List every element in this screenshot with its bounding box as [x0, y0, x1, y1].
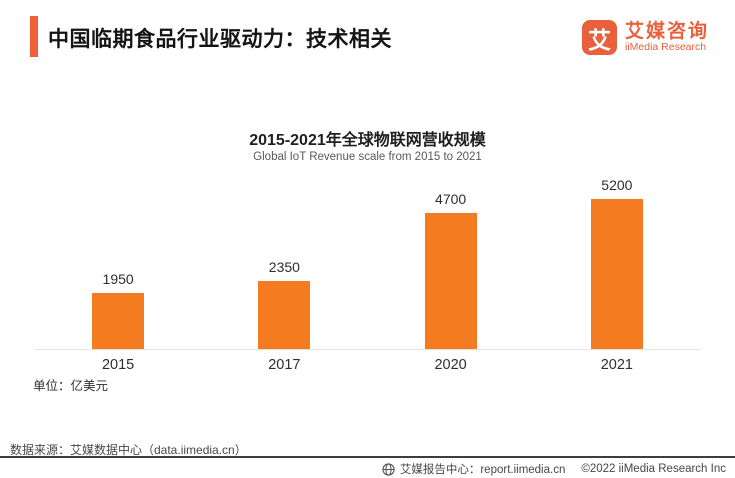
chart-title: 2015-2021年全球物联网营收规模	[249, 132, 486, 149]
x-axis-tick-label: 2020	[434, 357, 467, 373]
bar	[590, 199, 643, 349]
bar-column: 2350	[201, 259, 367, 349]
bar	[92, 293, 145, 349]
report-center-link[interactable]: 艾媒报告中心：report.iimedia.cn	[399, 464, 566, 476]
bar	[258, 281, 311, 349]
footer-info: 艾媒报告中心：report.iimedia.cn ©2022 iiMedia R…	[382, 461, 726, 477]
footer-divider	[0, 456, 735, 458]
x-axis-tick-label: 2017	[268, 357, 301, 373]
x-axis-tick-label: 2021	[600, 357, 633, 373]
bar-value-label: 5200	[601, 177, 633, 193]
bar-value-label: 1950	[102, 271, 134, 287]
plot-area: 1950 2350 4700 5200	[35, 168, 700, 350]
title-accent-bar	[30, 16, 38, 57]
bar-value-label: 2350	[268, 259, 300, 275]
unit-label: 单位：亿美元	[33, 379, 109, 393]
data-source-note: 数据来源：艾媒数据中心（data.iimedia.cn）	[10, 443, 247, 457]
logo-name-en: iiMedia Research	[624, 40, 707, 53]
bar-column: 5200	[534, 177, 700, 349]
logo-name-cn: 艾媒咨询	[624, 21, 709, 43]
iimedia-logo: 艾 艾媒咨询 iiMedia Research	[581, 20, 709, 55]
x-axis-labels: 2015 2017 2020 2021	[35, 357, 700, 373]
iimedia-logo-text: 艾媒咨询 iiMedia Research	[625, 22, 709, 53]
globe-icon	[382, 462, 395, 476]
page-title: 中国临期食品行业驱动力：技术相关	[48, 28, 392, 51]
bar	[424, 213, 477, 349]
bar-column: 1950	[35, 271, 201, 349]
bar-value-label: 4700	[435, 191, 467, 207]
x-axis-tick-label: 2015	[101, 357, 135, 373]
bar-column: 4700	[368, 191, 534, 349]
chart-subtitle: Global IoT Revenue scale from 2015 to 20…	[253, 151, 482, 163]
copyright-text: ©2022 iiMedia Research Inc	[581, 463, 726, 475]
iimedia-logo-icon: 艾	[581, 20, 617, 55]
